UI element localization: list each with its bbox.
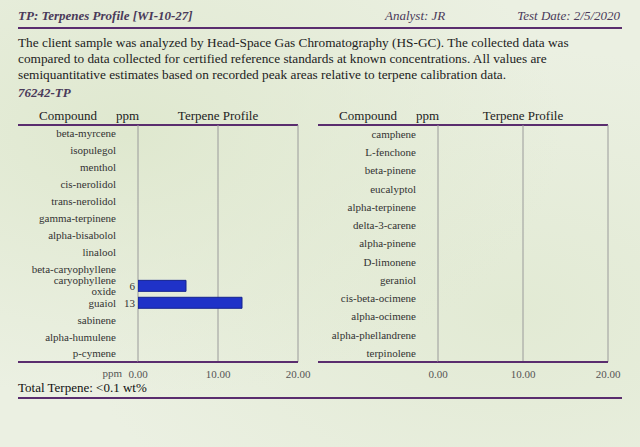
svg-text:20.00: 20.00: [596, 368, 621, 380]
svg-text:sabinene: sabinene: [78, 314, 117, 326]
svg-text:alpha-bisabolol: alpha-bisabolol: [48, 229, 116, 241]
html-text:Total Terpene: <0.1 wt%: Total Terpene: <0.1 wt%: [18, 380, 147, 395]
svg-text:10.00: 10.00: [206, 368, 231, 380]
html-text:Test Date: 2/5/2020: Test Date: 2/5/2020: [517, 8, 620, 23]
svg-text:cis-beta-ocimene: cis-beta-ocimene: [341, 292, 416, 304]
svg-text:beta-myrcene: beta-myrcene: [56, 127, 116, 139]
html-text:Compound: Compound: [39, 108, 97, 123]
html-text:ppm: ppm: [102, 367, 122, 379]
svg-text:cis-nerolidol: cis-nerolidol: [60, 178, 116, 190]
html-text:Analyst: JR: Analyst: JR: [385, 8, 446, 23]
svg-text:gamma-terpinene: gamma-terpinene: [39, 212, 116, 224]
html-text:Compound: Compound: [339, 108, 397, 123]
svg-text:geraniol: geraniol: [380, 274, 416, 286]
svg-text:6: 6: [130, 280, 136, 292]
svg-text:p-cymene: p-cymene: [73, 347, 116, 359]
svg-text:D-limonene: D-limonene: [363, 256, 416, 268]
html-text:Terpene Profile: Terpene Profile: [177, 108, 259, 123]
svg-text:0.00: 0.00: [428, 368, 448, 380]
svg-text:10.00: 10.00: [511, 368, 536, 380]
svg-text:guaiol: guaiol: [89, 297, 117, 309]
svg-text:terpinolene: terpinolene: [367, 347, 417, 359]
html-text:ppm: ppm: [115, 108, 139, 123]
svg-text:menthol: menthol: [80, 161, 116, 173]
html-text:TP: Terpenes Profile [WI-10-27: TP: Terpenes Profile [WI-10-27]: [18, 8, 193, 23]
svg-text:0.00: 0.00: [128, 368, 148, 380]
html-text:76242-TP: 76242-TP: [18, 85, 71, 100]
svg-text:alpha-terpinene: alpha-terpinene: [348, 201, 417, 213]
svg-text:isopulegol: isopulegol: [70, 144, 116, 156]
svg-text:alpha-pinene: alpha-pinene: [359, 237, 416, 249]
svg-text:delta-3-carene: delta-3-carene: [353, 219, 416, 231]
html-text:ppm: ppm: [415, 108, 439, 123]
svg-text:beta-caryophyllene: beta-caryophyllene: [32, 263, 116, 275]
svg-text:alpha-humulene: alpha-humulene: [45, 331, 116, 343]
html-text:The client sample was analyzed: The client sample was analyzed by Head-S…: [18, 35, 569, 82]
svg-text:L-fenchone: L-fenchone: [365, 146, 416, 158]
svg-text:eucalyptol: eucalyptol: [370, 183, 416, 195]
svg-text:beta-pinene: beta-pinene: [365, 164, 416, 176]
svg-text:trans-nerolidol: trans-nerolidol: [51, 195, 116, 207]
svg-text:alpha-phellandrene: alpha-phellandrene: [332, 329, 416, 341]
svg-text:linalool: linalool: [82, 246, 116, 258]
svg-text:caryophylleneoxide: caryophylleneoxide: [54, 274, 116, 297]
svg-text:camphene: camphene: [371, 128, 416, 140]
svg-text:alpha-ocimene: alpha-ocimene: [351, 310, 416, 322]
svg-text:20.00: 20.00: [286, 368, 311, 380]
html-text:Terpene Profile: Terpene Profile: [482, 108, 564, 123]
svg-text:13: 13: [124, 297, 136, 309]
